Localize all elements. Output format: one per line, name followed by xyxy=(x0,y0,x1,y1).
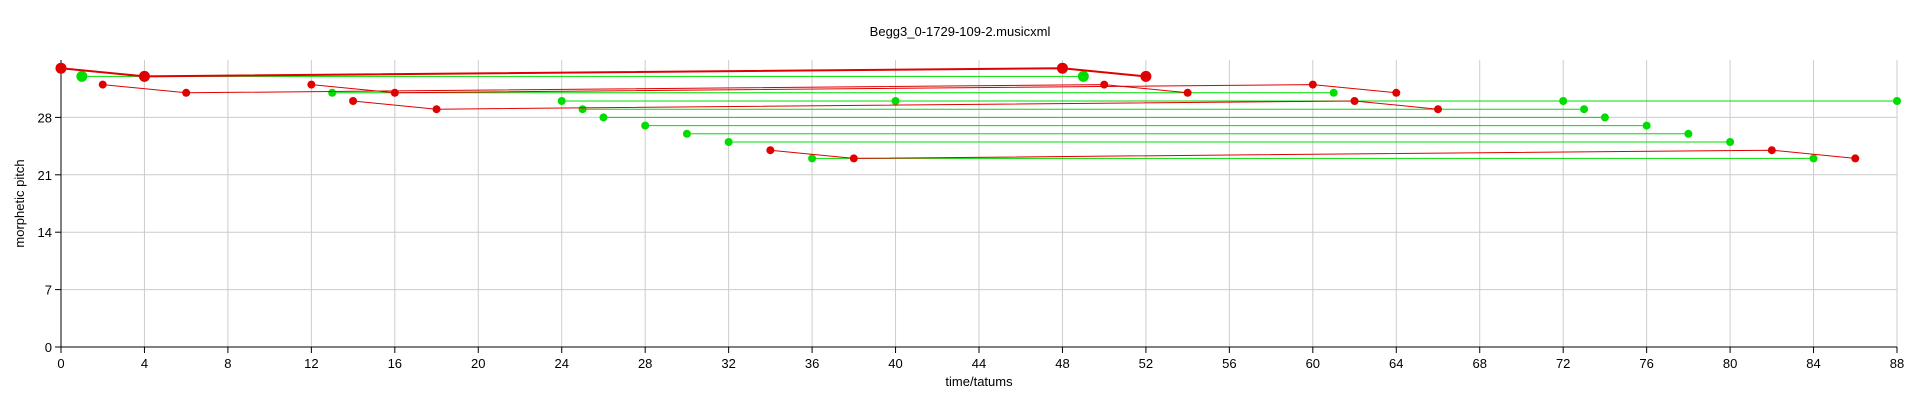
axes-layer xyxy=(55,60,1898,353)
x-tick-label: 8 xyxy=(224,356,231,371)
grid-layer xyxy=(60,60,1898,348)
red-pattern-line xyxy=(353,100,1439,110)
chart-title: Begg3_0-1729-109-2.musicxml xyxy=(870,24,1051,39)
red-point xyxy=(1056,62,1068,74)
red-point xyxy=(1308,80,1317,89)
x-tick-label: 80 xyxy=(1723,356,1737,371)
x-tick-label: 64 xyxy=(1389,356,1403,371)
x-tick-label: 72 xyxy=(1556,356,1570,371)
red-point xyxy=(849,154,858,163)
red-point xyxy=(766,146,775,155)
y-tick-label: 21 xyxy=(38,168,52,183)
red-point xyxy=(1392,88,1401,97)
red-pattern-line xyxy=(770,149,1856,159)
y-tick-label: 14 xyxy=(38,225,52,240)
x-tick-label: 60 xyxy=(1306,356,1320,371)
red-point xyxy=(1350,97,1359,105)
x-tick-label: 16 xyxy=(388,356,402,371)
x-tick-label: 84 xyxy=(1806,356,1820,371)
green-point xyxy=(1893,97,1901,105)
red-pattern-line xyxy=(60,67,1147,78)
red-point xyxy=(182,88,191,97)
red-pattern-line xyxy=(311,84,1397,94)
y-tick-label: 0 xyxy=(45,340,52,355)
x-tick-label: 40 xyxy=(888,356,902,371)
green-point xyxy=(1077,70,1089,82)
red-point xyxy=(1140,70,1152,82)
green-point xyxy=(1809,154,1818,163)
x-tick-label: 24 xyxy=(554,356,568,371)
x-tick-label: 88 xyxy=(1890,356,1904,371)
x-tick-label: 4 xyxy=(141,356,148,371)
y-tick-label: 7 xyxy=(45,283,52,298)
red-point xyxy=(1434,105,1442,114)
x-tick-label: 20 xyxy=(471,356,485,371)
red-point xyxy=(1100,80,1109,89)
x-tick-label: 36 xyxy=(805,356,819,371)
y-axis-label: morphetic pitch xyxy=(12,159,27,247)
green-point xyxy=(724,138,733,146)
x-tick-label: 0 xyxy=(57,356,64,371)
green-point xyxy=(578,105,587,114)
green-point xyxy=(1600,113,1609,122)
x-tick-label: 48 xyxy=(1055,356,1069,371)
green-point xyxy=(1642,121,1651,130)
green-point xyxy=(891,97,900,105)
green-point xyxy=(682,129,691,138)
red-point xyxy=(307,80,316,89)
tick-labels: 0 4 8 12 16 20 24 28 32 36 40 44 48 52 56 60 64 68 72 76 80 8… xyxy=(38,110,1905,371)
red-point xyxy=(1767,146,1776,155)
green-point xyxy=(1329,88,1338,97)
x-tick-label: 32 xyxy=(721,356,735,371)
red-point xyxy=(138,70,150,82)
x-tick-label: 12 xyxy=(304,356,318,371)
red-pattern-line xyxy=(102,84,1188,94)
green-point xyxy=(76,70,88,82)
green-point xyxy=(1580,105,1589,114)
red-point xyxy=(55,62,67,74)
green-point xyxy=(1684,129,1693,138)
green-translation-series xyxy=(76,70,1901,163)
x-tick-label: 52 xyxy=(1139,356,1153,371)
red-point xyxy=(349,97,358,105)
green-point xyxy=(599,113,608,122)
green-point xyxy=(808,154,817,163)
x-tick-label: 28 xyxy=(638,356,652,371)
green-point xyxy=(557,97,566,105)
red-point xyxy=(1851,154,1860,163)
x-tick-label: 76 xyxy=(1639,356,1653,371)
x-axis-label: time/tatums xyxy=(945,374,1013,389)
red-point xyxy=(98,80,107,89)
x-tick-label: 68 xyxy=(1472,356,1486,371)
green-point xyxy=(1726,138,1735,146)
y-tick-label: 28 xyxy=(38,110,52,125)
green-point xyxy=(641,121,650,130)
red-pattern-series xyxy=(55,62,1860,163)
red-point xyxy=(1183,88,1192,97)
green-point xyxy=(1559,97,1568,105)
red-point xyxy=(432,105,441,114)
x-tick-label: 56 xyxy=(1222,356,1236,371)
red-point xyxy=(390,88,399,97)
x-tick-label: 44 xyxy=(972,356,986,371)
green-point xyxy=(328,88,337,97)
